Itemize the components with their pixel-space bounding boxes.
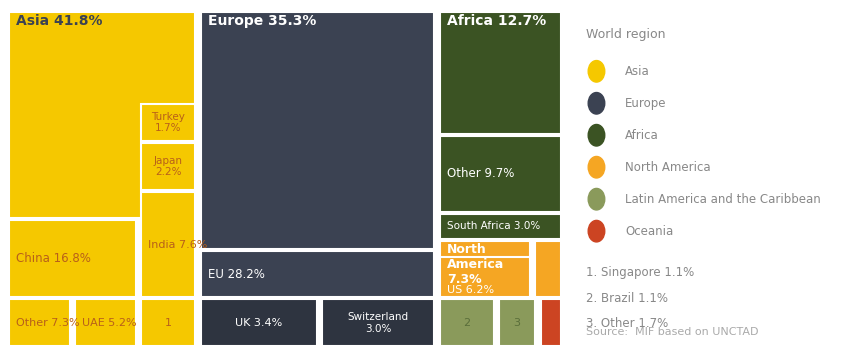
Bar — [322, 300, 434, 346]
Text: Switzerland
3.0%: Switzerland 3.0% — [348, 312, 409, 334]
Text: 3. Other 1.7%: 3. Other 1.7% — [586, 317, 668, 330]
Bar — [201, 300, 317, 346]
Text: Other 9.7%: Other 9.7% — [447, 168, 514, 180]
Circle shape — [588, 221, 604, 242]
Text: Japan
2.2%: Japan 2.2% — [154, 156, 183, 177]
Text: South Africa 3.0%: South Africa 3.0% — [447, 221, 540, 231]
Bar — [499, 300, 535, 346]
Bar — [440, 300, 494, 346]
Text: India 7.6%: India 7.6% — [148, 240, 208, 250]
Bar — [9, 300, 70, 346]
Text: World region: World region — [586, 28, 666, 40]
Text: Africa 12.7%: Africa 12.7% — [447, 14, 546, 28]
Text: Source:  MIF based on UNCTAD: Source: MIF based on UNCTAD — [586, 327, 759, 337]
Circle shape — [588, 125, 604, 146]
Bar — [142, 300, 196, 346]
Text: Turkey
1.7%: Turkey 1.7% — [152, 112, 185, 134]
Bar — [201, 12, 434, 249]
Text: North
America
7.3%: North America 7.3% — [447, 243, 504, 286]
Bar — [440, 136, 561, 212]
Bar — [440, 257, 530, 297]
Bar — [201, 251, 434, 297]
Text: Asia 41.8%: Asia 41.8% — [16, 14, 103, 28]
Bar — [440, 12, 561, 134]
Text: US 6.2%: US 6.2% — [447, 285, 494, 295]
Circle shape — [588, 92, 604, 114]
Text: UAE 5.2%: UAE 5.2% — [83, 318, 137, 328]
Bar — [142, 104, 196, 141]
Bar — [540, 300, 561, 346]
Text: Oceania: Oceania — [625, 225, 674, 238]
Text: 1: 1 — [165, 318, 172, 328]
Text: North America: North America — [625, 161, 711, 174]
Text: UK 3.4%: UK 3.4% — [235, 318, 282, 328]
Text: China 16.8%: China 16.8% — [16, 252, 91, 265]
Text: Europe 35.3%: Europe 35.3% — [207, 14, 316, 28]
Bar — [440, 214, 561, 238]
Text: 2: 2 — [463, 318, 470, 328]
Text: EU 28.2%: EU 28.2% — [207, 267, 265, 281]
Circle shape — [588, 188, 604, 210]
Text: Europe: Europe — [625, 97, 667, 110]
Text: Latin America and the Caribbean: Latin America and the Caribbean — [625, 193, 821, 206]
Text: 2. Brazil 1.1%: 2. Brazil 1.1% — [586, 292, 668, 305]
Circle shape — [588, 61, 604, 82]
Bar — [142, 143, 196, 190]
Text: 1. Singapore 1.1%: 1. Singapore 1.1% — [586, 266, 695, 280]
Text: Asia: Asia — [625, 65, 650, 78]
Bar — [9, 221, 137, 297]
Bar — [9, 12, 196, 218]
Bar — [142, 192, 196, 297]
Circle shape — [588, 156, 604, 178]
Text: 3: 3 — [513, 318, 520, 328]
Bar — [440, 241, 530, 297]
Text: Other 7.3%: Other 7.3% — [16, 318, 80, 328]
Bar — [535, 241, 561, 297]
Bar — [75, 300, 137, 346]
Text: Africa: Africa — [625, 129, 658, 142]
